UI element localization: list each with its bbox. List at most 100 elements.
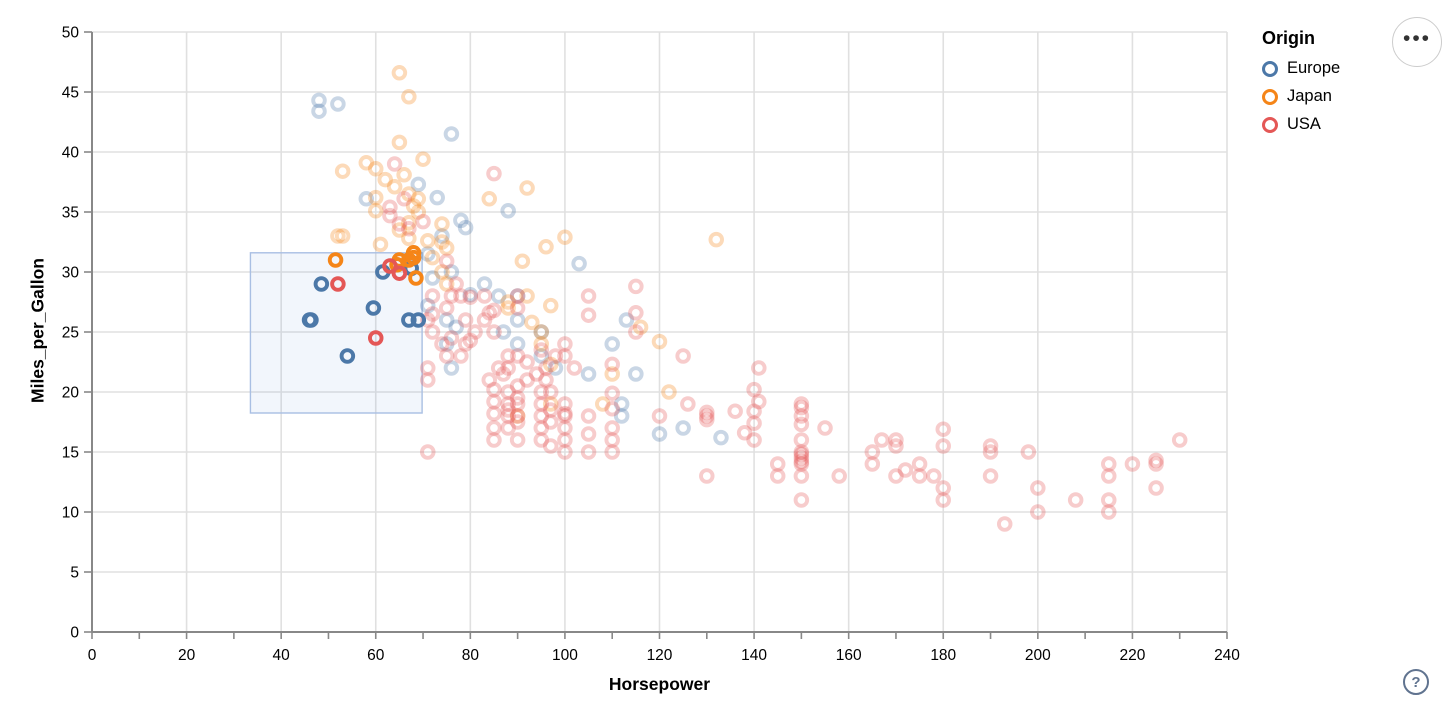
data-point-usa — [888, 438, 904, 454]
data-point-usa — [528, 366, 545, 382]
data-point-usa — [1148, 452, 1164, 469]
data-point-usa — [1067, 492, 1084, 508]
legend-title: Origin — [1262, 28, 1315, 48]
data-point-usa — [457, 312, 474, 328]
data-point-usa — [699, 404, 715, 421]
data-point-usa — [793, 399, 810, 416]
data-point-europe — [420, 297, 436, 314]
data-point-japan — [500, 294, 516, 310]
data-point-europe — [476, 276, 493, 292]
data-point-japan — [410, 204, 427, 220]
data-point-usa — [500, 396, 516, 412]
data-point-usa — [401, 221, 417, 237]
more-options-button[interactable]: ••• — [1392, 17, 1442, 67]
x-tick-label: 100 — [552, 647, 578, 664]
data-point-europe — [438, 312, 455, 328]
data-point-usa — [746, 381, 762, 398]
data-point-usa — [382, 258, 398, 274]
data-point-usa — [453, 288, 469, 304]
data-point-usa — [746, 403, 762, 419]
data-point-usa — [519, 354, 535, 370]
data-point-europe — [604, 336, 620, 352]
y-tick-label: 20 — [62, 385, 80, 402]
data-point-usa — [651, 408, 668, 424]
data-point-usa — [386, 156, 403, 172]
data-point-usa — [443, 330, 460, 346]
data-point-usa — [476, 288, 493, 304]
data-point-europe — [490, 288, 507, 304]
help-icon: ? — [1411, 673, 1421, 691]
x-tick-label: 220 — [1119, 647, 1145, 664]
data-point-japan — [410, 191, 427, 207]
y-tick-label: 35 — [62, 205, 79, 222]
data-point-usa — [793, 450, 810, 466]
data-point-usa — [864, 456, 881, 472]
data-point-usa — [490, 360, 507, 376]
data-point-usa — [1101, 468, 1117, 484]
data-point-usa — [368, 330, 384, 346]
data-point-usa — [481, 372, 498, 388]
data-point-usa — [420, 444, 436, 460]
data-point-europe — [424, 270, 441, 286]
data-point-usa — [1171, 432, 1188, 448]
data-point-europe — [457, 219, 474, 236]
data-point-usa — [434, 336, 450, 352]
data-point-usa — [391, 216, 408, 232]
data-point-usa — [486, 393, 502, 410]
x-tick-label: 200 — [1025, 647, 1051, 664]
data-point-usa — [382, 207, 398, 224]
data-point-europe — [500, 203, 516, 219]
data-point-japan — [391, 222, 408, 238]
data-point-usa — [486, 405, 502, 422]
data-point-japan — [509, 408, 526, 424]
data-point-usa — [500, 402, 516, 418]
data-point-usa — [495, 366, 512, 382]
data-point-usa — [1101, 504, 1117, 520]
data-point-japan — [401, 89, 417, 105]
data-point-usa — [438, 253, 455, 269]
data-point-usa — [699, 408, 715, 424]
help-button[interactable]: ? — [1403, 669, 1429, 695]
data-point-usa — [424, 324, 441, 340]
data-point-japan — [434, 264, 450, 280]
data-point-europe — [438, 336, 455, 352]
x-tick-label: 20 — [178, 647, 196, 664]
data-point-japan — [396, 167, 412, 183]
data-point-usa — [500, 360, 516, 376]
data-point-usa — [453, 348, 469, 364]
data-point-usa — [982, 444, 999, 460]
data-point-usa — [420, 360, 436, 376]
data-point-europe — [613, 408, 630, 424]
data-point-usa — [699, 468, 715, 484]
data-point-japan — [708, 231, 725, 248]
data-point-usa — [557, 432, 573, 448]
data-point-usa — [580, 307, 597, 323]
data-point-usa — [547, 348, 564, 364]
data-point-usa — [519, 372, 535, 388]
data-point-usa — [699, 411, 715, 428]
data-point-europe — [443, 360, 460, 376]
data-point-usa — [628, 305, 644, 321]
data-point-usa — [727, 403, 743, 419]
more-options-icon: ••• — [1402, 27, 1432, 50]
data-point-japan — [519, 288, 535, 304]
data-point-usa — [330, 276, 346, 292]
data-point-japan — [368, 161, 384, 177]
data-point-usa — [628, 324, 644, 340]
data-point-usa — [557, 408, 573, 424]
data-point-usa — [769, 456, 786, 472]
data-point-usa — [557, 348, 573, 364]
data-point-usa — [486, 420, 502, 436]
legend-swatch-icon — [1262, 88, 1278, 105]
data-point-usa — [935, 421, 952, 437]
data-point-europe — [410, 312, 427, 328]
data-point-japan — [420, 233, 436, 249]
data-point-japan — [438, 276, 455, 292]
data-point-usa — [911, 468, 928, 484]
x-tick-label: 80 — [462, 647, 480, 664]
legend-item-usa: USA — [1262, 115, 1340, 134]
y-tick-label: 45 — [62, 85, 79, 102]
data-point-usa — [793, 444, 810, 460]
